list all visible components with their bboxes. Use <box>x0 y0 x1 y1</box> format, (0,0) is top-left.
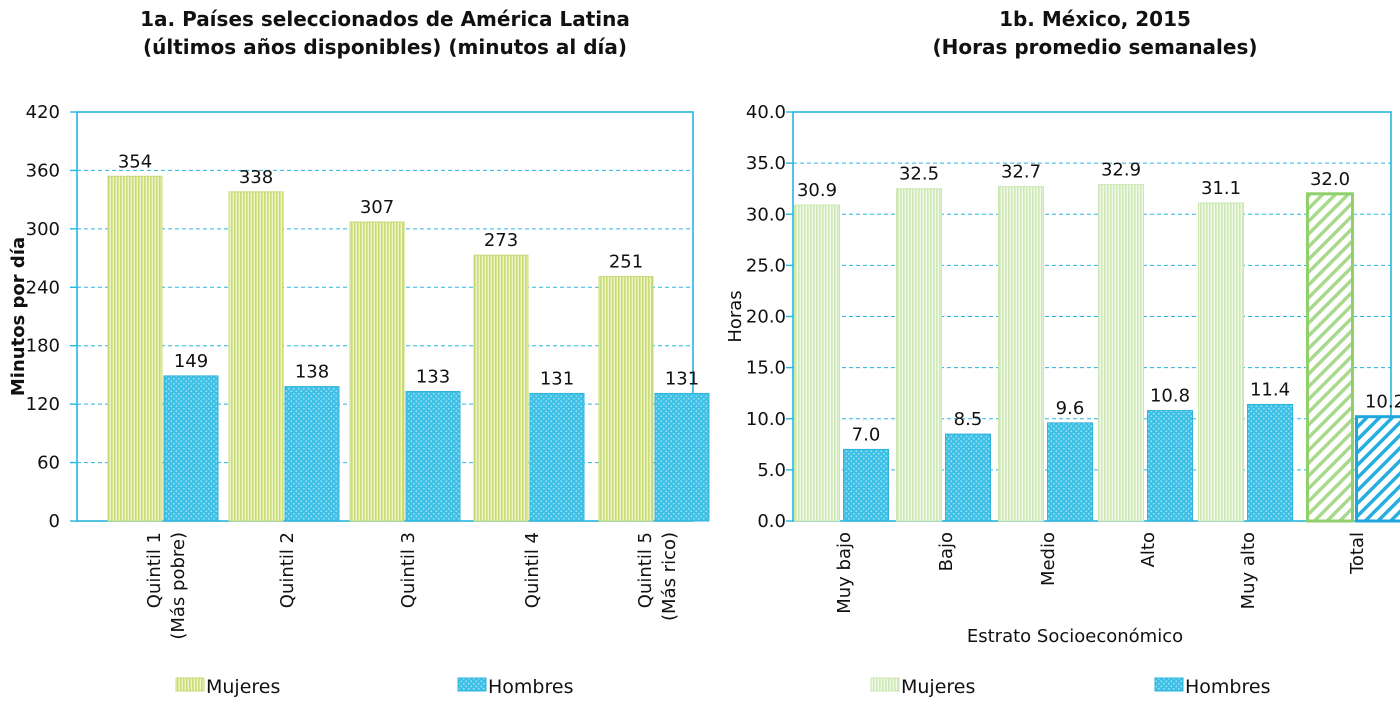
legend-swatch-hombres <box>1154 677 1184 692</box>
y-tick-label: 15.0 <box>746 358 786 379</box>
chart-title-line-2: (últimos años disponibles) (minutos al d… <box>143 35 627 59</box>
data-label-mujeres-5: 31.1 <box>1201 178 1241 199</box>
category-label-5-line-2: (Más rico) <box>659 532 680 621</box>
data-label-mujeres-4: 32.9 <box>1101 160 1141 181</box>
bar-mujeres-2 <box>896 188 942 522</box>
bar-mujeres-1 <box>794 204 840 522</box>
data-label-mujeres-3: 32.7 <box>1001 162 1041 183</box>
y-tick-label: 40.0 <box>746 102 786 123</box>
y-tick-label: 20.0 <box>746 307 786 328</box>
data-label-mujeres-1: 30.9 <box>797 180 837 201</box>
bar-hombres-1 <box>843 448 889 522</box>
data-label-mujeres-2: 338 <box>239 167 273 188</box>
y-tick-label: 0.0 <box>757 511 786 532</box>
bar-mujeres-3 <box>998 186 1044 522</box>
y-tick-label: 60 <box>37 453 60 474</box>
category-label-4-line-1: Alto <box>1138 532 1159 567</box>
category-label-1-line-2: (Más pobre) <box>168 532 189 640</box>
data-label-mujeres-3: 307 <box>360 197 394 218</box>
category-label-1-line-1: Muy bajo <box>834 532 855 614</box>
data-label-hombres-1: 7.0 <box>852 424 881 445</box>
data-label-hombres-1: 149 <box>174 351 208 372</box>
data-label-hombres-2: 8.5 <box>954 409 983 430</box>
x-axis-label: Estrato Socioeconómico <box>967 626 1183 647</box>
bar-mujeres-3 <box>349 221 405 522</box>
data-label-mujeres-6: 32.0 <box>1310 169 1350 190</box>
y-tick-label: 300 <box>26 219 60 240</box>
category-label-6-line-1: Total <box>1347 532 1368 575</box>
data-label-hombres-4: 131 <box>540 368 574 389</box>
data-label-mujeres-5: 251 <box>609 252 643 273</box>
bar-mujeres-5 <box>598 276 654 522</box>
data-label-mujeres-2: 32.5 <box>899 164 939 185</box>
bar-hombres-4 <box>1147 410 1193 522</box>
y-tick-label: 5.0 <box>757 460 786 481</box>
legend-swatch-hombres <box>457 677 487 692</box>
category-label-4-line-1: Quintil 4 <box>522 532 543 608</box>
y-tick-label: 420 <box>26 102 60 123</box>
y-axis-label: Horas <box>725 290 746 342</box>
bar-hombres-2 <box>945 433 991 522</box>
chart-title-line-1: 1b. México, 2015 <box>999 7 1191 31</box>
data-label-mujeres-4: 273 <box>484 230 518 251</box>
chart-quintiles: 1a. Países seleccionados de América Lati… <box>8 7 710 698</box>
chart-title-line-1: 1a. Países seleccionados de América Lati… <box>140 7 630 31</box>
bar-mujeres-6 <box>1306 192 1354 523</box>
legend-swatch-mujeres <box>175 677 205 692</box>
legend-label-hombres: Hombres <box>1185 676 1270 698</box>
data-label-hombres-3: 133 <box>416 366 450 387</box>
data-label-hombres-5: 11.4 <box>1250 379 1290 400</box>
category-label-3-line-1: Quintil 3 <box>398 532 419 608</box>
y-tick-label: 120 <box>26 394 60 415</box>
bar-hombres-6 <box>1355 415 1400 523</box>
y-tick-label: 360 <box>26 160 60 181</box>
chart-title-line-2: (Horas promedio semanales) <box>932 35 1257 59</box>
legend-label-hombres: Hombres <box>488 676 573 698</box>
y-tick-label: 240 <box>26 277 60 298</box>
category-label-5-line-1: Muy alto <box>1238 532 1259 609</box>
data-label-hombres-5: 131 <box>665 368 699 389</box>
category-label-3-line-1: Medio <box>1038 532 1059 586</box>
bar-mujeres-2 <box>228 191 284 522</box>
chart-mexico: 1b. México, 2015 (Horas promedio semanale… <box>725 7 1400 698</box>
bar-hombres-3 <box>1047 422 1093 522</box>
y-tick-label: 180 <box>26 336 60 357</box>
bar-hombres-3 <box>405 390 461 522</box>
y-tick-label: 35.0 <box>746 153 786 174</box>
legend-label-mujeres: Mujeres <box>206 676 280 698</box>
bar-mujeres-5 <box>1198 202 1244 522</box>
data-label-mujeres-1: 354 <box>118 151 152 172</box>
bar-mujeres-4 <box>473 254 529 522</box>
data-label-hombres-6: 10.2 <box>1365 392 1400 413</box>
category-label-2-line-1: Bajo <box>936 532 957 571</box>
y-tick-label: 10.0 <box>746 409 786 430</box>
y-tick-label: 25.0 <box>746 255 786 276</box>
y-tick-label: 0 <box>49 511 60 532</box>
data-label-hombres-2: 138 <box>295 362 329 383</box>
data-label-hombres-3: 9.6 <box>1056 398 1085 419</box>
bar-hombres-1 <box>163 375 219 522</box>
bar-hombres-4 <box>529 392 585 522</box>
y-tick-label: 30.0 <box>746 204 786 225</box>
bar-hombres-2 <box>284 386 340 522</box>
category-label-2-line-1: Quintil 2 <box>277 532 298 608</box>
bar-hombres-5 <box>1247 403 1293 522</box>
category-label-1-line-1: Quintil 1 <box>144 532 165 608</box>
bar-mujeres-4 <box>1098 184 1144 522</box>
data-label-hombres-4: 10.8 <box>1150 386 1190 407</box>
category-label-5-line-1: Quintil 5 <box>635 532 656 608</box>
legend-swatch-mujeres <box>870 677 900 692</box>
legend-label-mujeres: Mujeres <box>901 676 975 698</box>
bar-hombres-5 <box>654 392 710 522</box>
y-axis-label: Minutos por día <box>8 237 29 396</box>
bar-mujeres-1 <box>107 175 163 522</box>
